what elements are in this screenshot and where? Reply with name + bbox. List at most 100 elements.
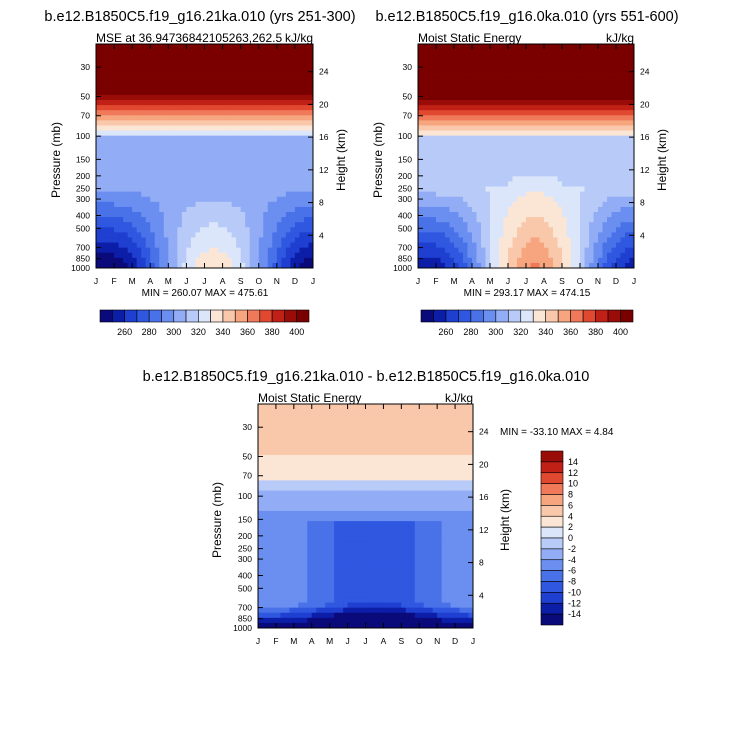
contour-cell	[280, 506, 285, 511]
contour-cell	[535, 44, 540, 49]
contour-cell	[280, 603, 285, 608]
contour-cell	[312, 480, 317, 485]
contour-cell	[182, 161, 187, 166]
contour-cell	[285, 440, 290, 445]
contour-cell	[262, 582, 267, 587]
contour-cell	[173, 110, 178, 115]
contour-cell	[137, 59, 142, 64]
contour-cell	[195, 212, 200, 217]
contour-cell	[295, 105, 300, 110]
contour-cell	[531, 75, 536, 80]
contour-cell	[576, 202, 581, 207]
contour-cell	[141, 243, 146, 248]
contour-cell	[200, 95, 205, 100]
contour-cell	[508, 192, 513, 197]
contour-cell	[280, 440, 285, 445]
contour-cell	[123, 212, 128, 217]
contour-cell	[123, 253, 128, 258]
contour-cell	[612, 237, 617, 242]
contour-cell	[553, 120, 558, 125]
contour-cell	[495, 90, 500, 95]
contour-cell	[504, 151, 509, 156]
contour-cell	[295, 95, 300, 100]
contour-cell	[472, 120, 477, 125]
contour-cell	[558, 176, 563, 181]
contour-cell	[513, 197, 518, 202]
contour-cell	[299, 232, 304, 237]
contour-cell	[472, 207, 477, 212]
contour-cell	[236, 80, 241, 85]
contour-cell	[277, 253, 282, 258]
contour-cell	[540, 105, 545, 110]
contour-cell	[571, 202, 576, 207]
contour-cell	[241, 192, 246, 197]
contour-cell	[621, 237, 626, 242]
contour-cell	[441, 217, 446, 222]
contour-cell	[128, 156, 133, 161]
contour-cell	[490, 171, 495, 176]
contour-cell	[277, 90, 282, 95]
contour-cell	[307, 501, 312, 506]
contour-cell	[168, 59, 173, 64]
contour-cell	[562, 207, 567, 212]
contour-cell	[281, 54, 286, 59]
contour-cell	[490, 237, 495, 242]
contour-cell	[267, 603, 272, 608]
contour-cell	[114, 100, 119, 105]
contour-cell	[517, 171, 522, 176]
contour-cell	[553, 44, 558, 49]
contour-cell	[105, 54, 110, 59]
colorbar-label: 360	[240, 327, 255, 337]
contour-cell	[232, 131, 237, 136]
contour-cell	[173, 136, 178, 141]
contour-cell	[223, 44, 228, 49]
contour-cell	[150, 59, 155, 64]
contour-cell	[423, 232, 428, 237]
contour-cell	[481, 232, 486, 237]
contour-cell	[603, 100, 608, 105]
contour-cell	[268, 95, 273, 100]
contour-cell	[468, 253, 473, 258]
contour-cell	[562, 115, 567, 120]
contour-cell	[223, 125, 228, 130]
contour-cell	[304, 237, 309, 242]
contour-cell	[468, 54, 473, 59]
contour-cell	[123, 192, 128, 197]
contour-cell	[607, 44, 612, 49]
contour-cell	[472, 151, 477, 156]
contour-cell	[526, 181, 531, 186]
contour-cell	[272, 176, 277, 181]
contour-cell	[271, 592, 276, 597]
contour-cell	[272, 115, 277, 120]
contour-cell	[132, 212, 137, 217]
contour-cell	[286, 156, 291, 161]
contour-cell	[522, 202, 527, 207]
contour-cell	[254, 248, 259, 253]
contour-cell	[262, 592, 267, 597]
contour-cell	[299, 207, 304, 212]
contour-cell	[307, 547, 312, 552]
contour-cell	[200, 212, 205, 217]
contour-cell	[276, 496, 281, 501]
contour-cell	[214, 248, 219, 253]
contour-cell	[155, 136, 160, 141]
contour-cell	[214, 141, 219, 146]
contour-cell	[304, 156, 309, 161]
contour-cell	[477, 237, 482, 242]
contour-cell	[294, 409, 299, 414]
contour-cell	[128, 146, 133, 151]
contour-cell	[612, 227, 617, 232]
contour-cell	[294, 440, 299, 445]
contour-cell	[553, 166, 558, 171]
contour-cell	[268, 54, 273, 59]
contour-cell	[286, 253, 291, 258]
contour-cell	[495, 110, 500, 115]
contour-cell	[191, 105, 196, 110]
contour-cell	[173, 258, 178, 263]
panel1-right-label: kJ/kg	[285, 31, 313, 45]
contour-cell	[304, 227, 309, 232]
contour-cell	[137, 197, 142, 202]
contour-cell	[558, 227, 563, 232]
contour-cell	[173, 166, 178, 171]
contour-cell	[159, 187, 164, 192]
